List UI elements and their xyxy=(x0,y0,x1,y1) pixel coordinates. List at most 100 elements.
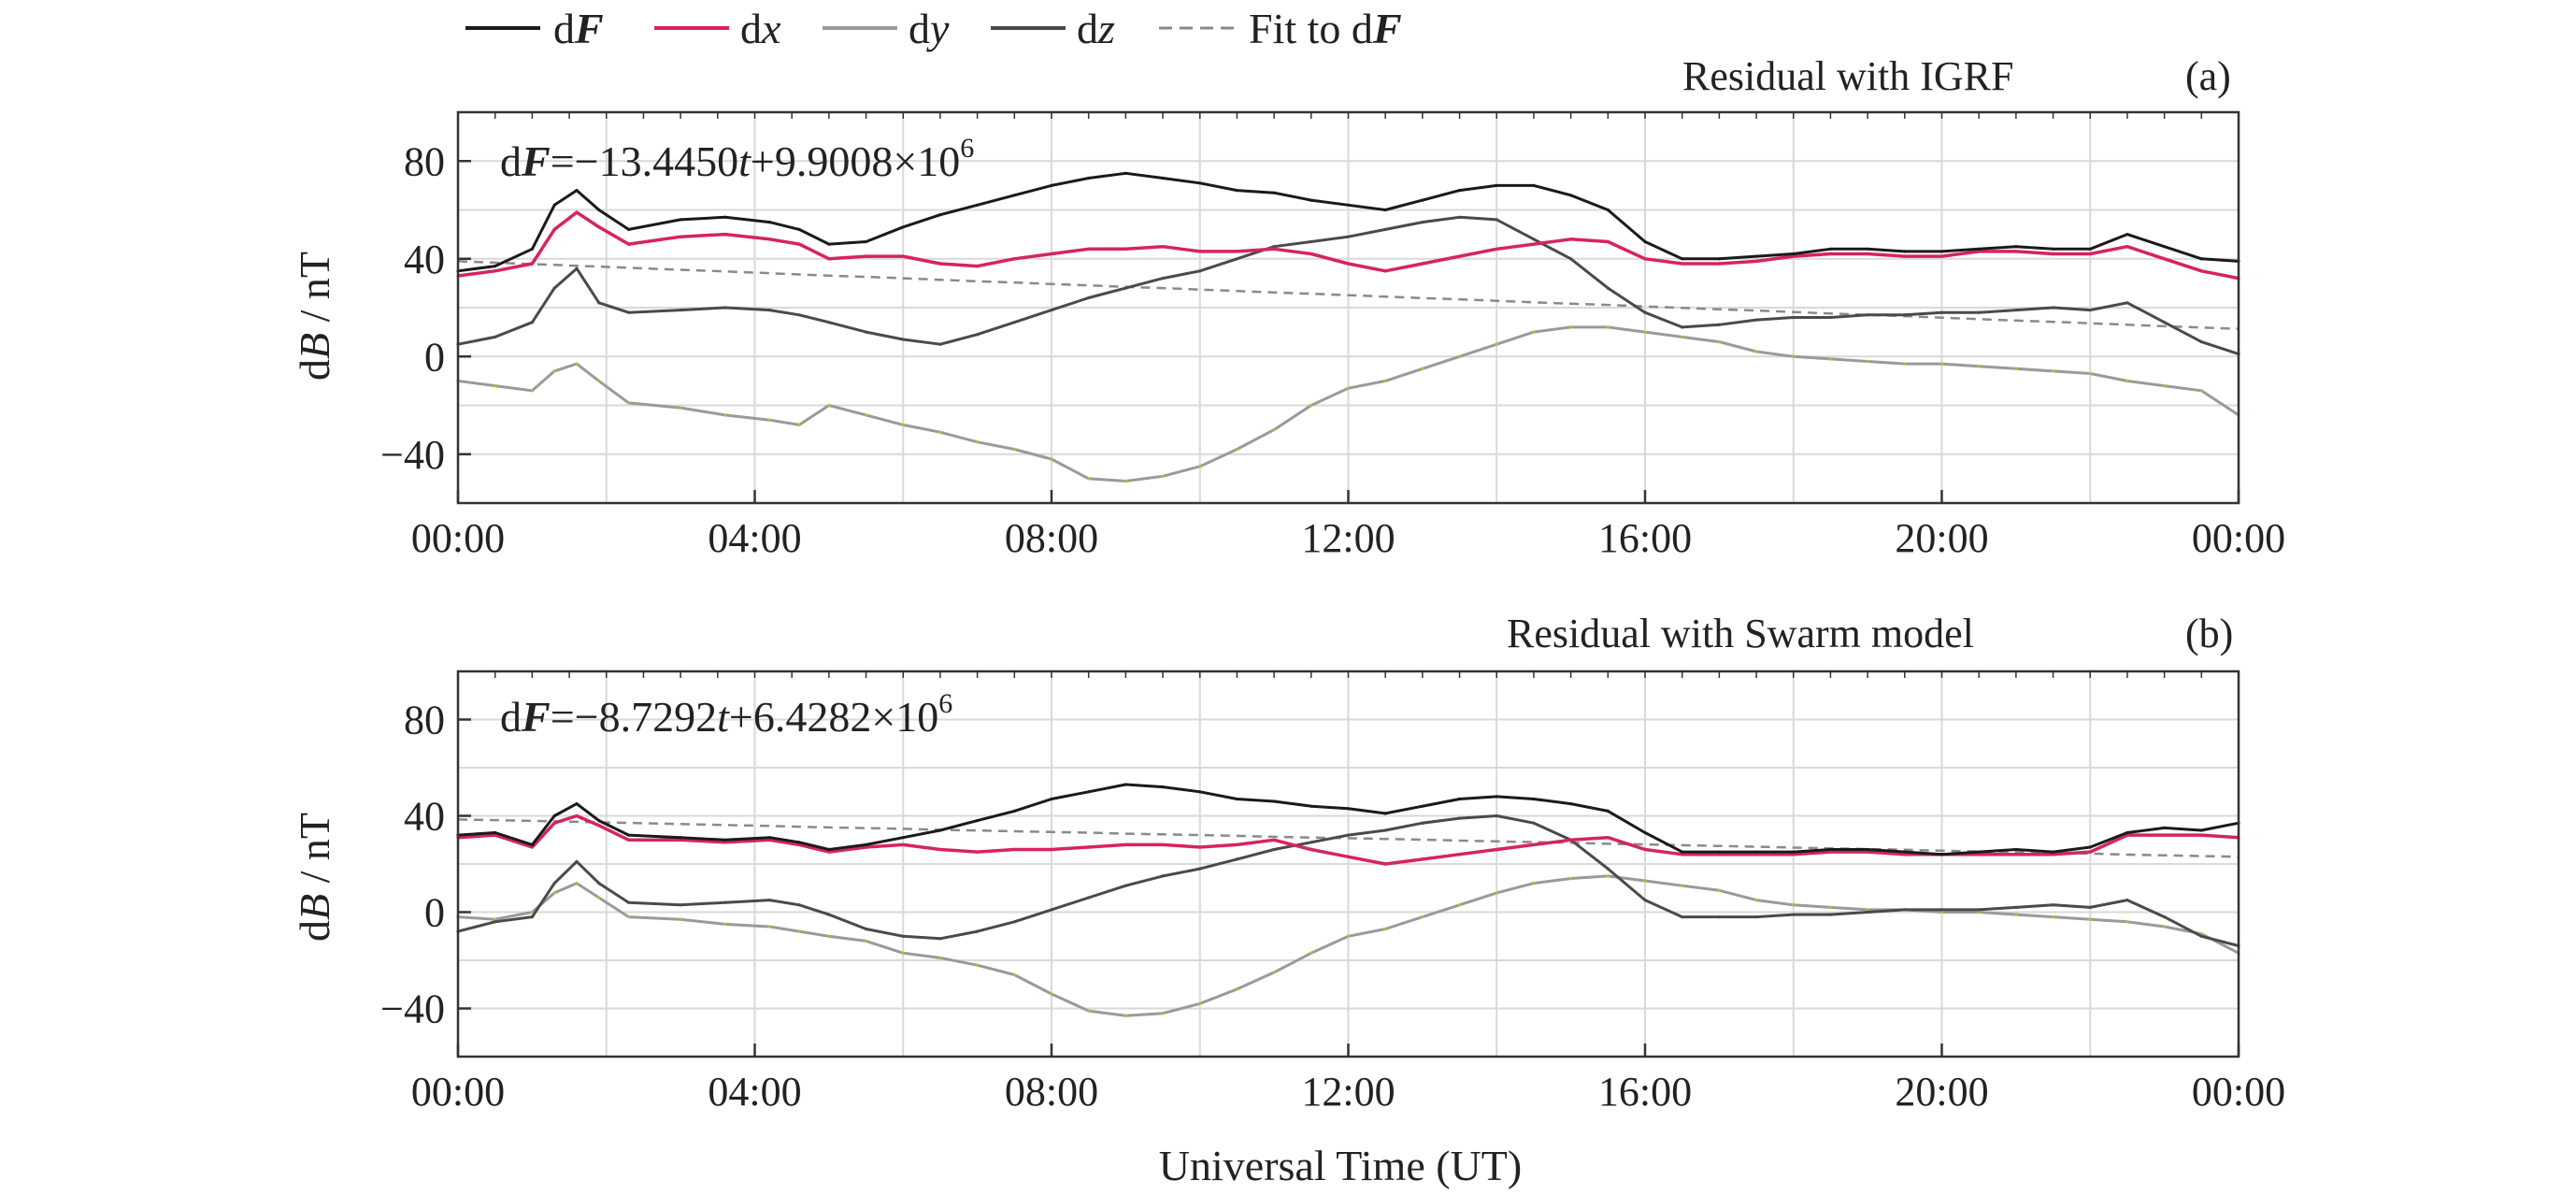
panel-b-point-dz xyxy=(1939,908,1944,912)
panel-a-xtick-label: 20:00 xyxy=(1895,515,1988,561)
panel-a-point-dF xyxy=(552,203,556,207)
panel-b-xtick-label: 04:00 xyxy=(708,1069,801,1115)
panel-a-point-dF xyxy=(679,218,682,222)
panel-a-point-dF xyxy=(2088,247,2092,251)
panel-b-point-dz xyxy=(827,913,831,916)
panel-b-point-dz xyxy=(530,915,535,919)
panel-b-ytick-label: 0 xyxy=(424,890,445,936)
panel-b: 00:00 04:00 08:00 12:00 16:00 20:00 00:00 −40 0 4… xyxy=(291,611,2285,1189)
panel-a-point-dy xyxy=(1272,428,1276,432)
panel-b-point-dy xyxy=(1643,879,1647,883)
panel-a-point-dx xyxy=(1272,247,1276,251)
legend-entry-dz: dz xyxy=(991,5,1115,52)
panel-a-point-dx xyxy=(1717,262,1721,266)
panel-a-point-dy xyxy=(1866,359,1869,364)
panel-a-point-dz xyxy=(1754,318,1758,322)
panel-a-point-dz xyxy=(1532,238,1536,241)
panel-b-point-dF xyxy=(2014,847,2018,852)
panel-a-ytick-label: −40 xyxy=(380,432,445,478)
panel-a-point-dz xyxy=(1792,315,1796,320)
panel-a-point-dF xyxy=(2199,257,2203,261)
panel-a-point-dF xyxy=(575,189,579,193)
panel-a-point-dx xyxy=(1532,242,1536,246)
panel-b-point-dF xyxy=(1681,850,1684,854)
panel-b-point-dx xyxy=(1272,838,1276,842)
panel-a-point-dF xyxy=(1903,250,1907,253)
panel-a-point-dF xyxy=(1012,194,1016,197)
panel-b-point-dx xyxy=(976,850,980,854)
panel-b-point-dx xyxy=(1123,842,1127,847)
panel-b-xtick-label: 12:00 xyxy=(1301,1069,1395,1115)
panel-b-ytick-label: 80 xyxy=(404,698,445,743)
panel-a-point-dz xyxy=(1717,323,1721,326)
panel-b-point-dz xyxy=(1495,813,1498,818)
panel-b-point-dx xyxy=(1977,853,1981,857)
panel-b-point-dF xyxy=(679,836,682,840)
panel-a-point-dy xyxy=(1717,340,1721,344)
panel-a-point-dx xyxy=(1681,262,1684,266)
panel-b-point-dx xyxy=(1792,853,1796,857)
panel-a-point-dx xyxy=(575,210,579,214)
panel-a-point-dy xyxy=(865,413,868,417)
panel-a-fit-line xyxy=(457,260,2240,330)
panel-b-point-dz xyxy=(1606,867,1610,871)
panel-a-point-dF xyxy=(1123,171,1127,175)
panel-a-point-dy xyxy=(976,440,980,444)
panel-a-point-dF xyxy=(1309,198,1313,202)
panel-a-point-dx xyxy=(1569,238,1573,241)
panel-b-point-dx xyxy=(865,845,868,849)
panel-a-point-dz xyxy=(1346,235,1351,238)
panel-b-point-dF xyxy=(1643,830,1647,835)
panel-a-point-dz xyxy=(938,342,942,346)
panel-a-xtick-label: 04:00 xyxy=(708,515,801,561)
panel-a-point-dz xyxy=(597,301,601,305)
panel-a-point-dx xyxy=(2014,250,2018,253)
legend-label-dF: dF xyxy=(553,5,604,52)
panel-a-ytick-label: 80 xyxy=(404,138,445,184)
panel-a-point-dz xyxy=(1272,245,1276,249)
panel-b-point-dy xyxy=(1198,1001,1202,1005)
legend-label-dy: dy xyxy=(909,5,950,52)
panel-b-point-dx xyxy=(723,841,727,844)
panel-a-point-dz xyxy=(1569,257,1573,261)
panel-a-series-dy xyxy=(457,325,2240,482)
panel-b-point-dF xyxy=(1123,783,1127,786)
panel-a-point-dF xyxy=(1346,203,1351,207)
panel-a-point-dy xyxy=(1383,379,1387,382)
panel-a-point-dz xyxy=(1495,218,1498,222)
panel-b-point-dx xyxy=(901,842,905,847)
panel-b-point-dx xyxy=(552,821,556,825)
panel-a-point-dx xyxy=(2052,252,2055,256)
panel-b-point-dx xyxy=(1643,847,1647,852)
panel-a-point-dF xyxy=(2163,245,2167,249)
panel-b-xtick-label: 00:00 xyxy=(411,1069,505,1115)
panel-b-point-dF xyxy=(1754,850,1758,854)
panel-a-point-dy xyxy=(575,362,579,366)
panel-a-point-dx xyxy=(2199,269,2203,273)
panel-a-point-dy xyxy=(1309,403,1313,408)
panel-b-xtick-label: 00:00 xyxy=(2192,1069,2285,1115)
panel-b-point-dF xyxy=(976,819,980,823)
panel-b-point-dy xyxy=(679,917,682,921)
panel-a-point-dx xyxy=(1087,247,1091,251)
panel-b-point-dz xyxy=(901,934,905,938)
panel-b-point-dz xyxy=(1681,915,1684,919)
panel-a-point-dz xyxy=(1828,315,1832,320)
panel-b-point-dy xyxy=(1235,987,1238,991)
panel-b-point-dF xyxy=(1792,850,1796,854)
panel-b-point-dz xyxy=(575,859,579,864)
panel-b-point-dx xyxy=(1235,842,1238,847)
panel-b-point-dy xyxy=(1383,927,1387,931)
panel-b-point-dx xyxy=(627,838,631,842)
panel-a-point-dz xyxy=(575,266,579,270)
panel-b-point-dy xyxy=(1606,874,1610,878)
panel-b-point-dz xyxy=(865,927,868,931)
panel-a-point-dz xyxy=(1606,286,1610,290)
panel-b-point-dz xyxy=(938,937,942,941)
panel-b-point-dx xyxy=(767,838,772,842)
panel-a-point-dF xyxy=(627,227,631,231)
panel-b-point-dF xyxy=(2163,826,2167,830)
panel-a-point-dy xyxy=(1681,335,1684,338)
panel-a-grid xyxy=(458,112,2239,503)
panel-b-point-dx xyxy=(827,850,831,854)
